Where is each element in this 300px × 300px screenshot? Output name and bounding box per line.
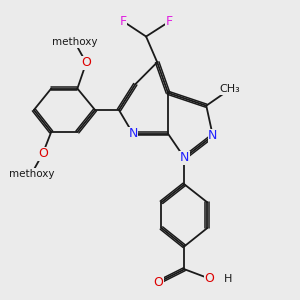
Text: methoxy: methoxy (52, 37, 98, 47)
Text: CH₃: CH₃ (220, 84, 241, 94)
Text: N: N (208, 129, 218, 142)
Text: N: N (180, 151, 189, 164)
Text: O: O (81, 56, 91, 69)
Text: N: N (128, 127, 138, 140)
Text: F: F (120, 15, 127, 28)
Text: O: O (38, 147, 48, 160)
Text: O: O (153, 276, 163, 289)
Text: F: F (166, 15, 173, 28)
Text: H: H (224, 274, 233, 284)
Text: O: O (205, 272, 214, 285)
Text: methoxy: methoxy (9, 169, 54, 179)
